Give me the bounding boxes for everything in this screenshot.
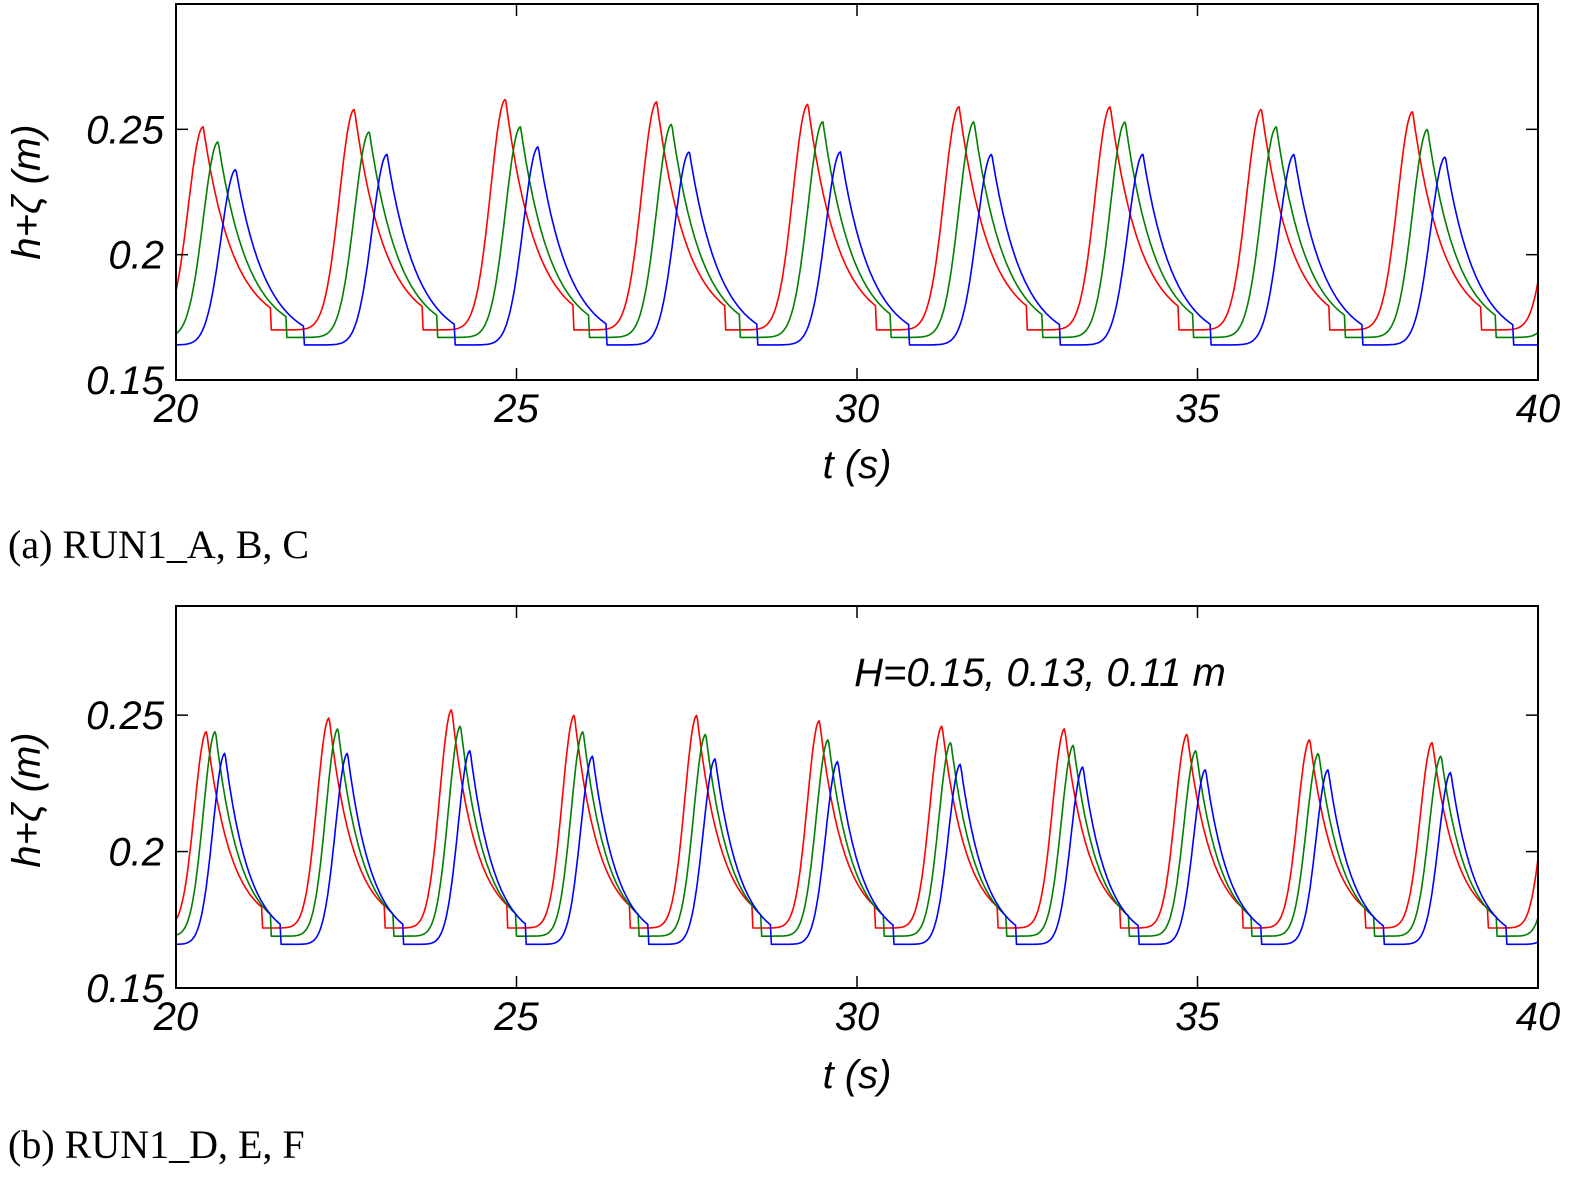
y-tick-label: 0.2	[108, 234, 164, 278]
y-tick-label: 0.25	[86, 108, 165, 152]
x-tick-label: 20	[153, 387, 199, 431]
x-tick-label: 25	[493, 995, 539, 1039]
x-axis-label: t (s)	[823, 443, 892, 487]
y-axis-label: h+ζ (m)	[5, 124, 49, 259]
panel-caption: (a) RUN1_A, B, C	[8, 522, 309, 567]
x-tick-label: 35	[1175, 995, 1220, 1039]
y-tick-label: 0.15	[86, 967, 165, 1011]
panel-b: 20 25 30 35 40 0.15 0.2 0.25 t (s) h+ζ (m) H=0.15,…	[5, 605, 1561, 1167]
x-tick-label: 25	[493, 387, 539, 431]
series-line-run1_b	[175, 121, 1539, 339]
series-line-run1_c	[176, 146, 1538, 346]
y-axis-label: h+ζ (m)	[5, 732, 49, 867]
panel-a: 20 25 30 35 40 0.15 0.2 0.25 t (s) h+ζ (m) (a) RUN…	[5, 3, 1561, 567]
x-tick-label: 30	[835, 995, 880, 1039]
x-tick-label: 40	[1516, 995, 1561, 1039]
series-line-run1_e	[175, 725, 1539, 937]
x-tick-label: 35	[1175, 387, 1220, 431]
y-tick-label: 0.25	[86, 694, 165, 738]
x-tick-label: 40	[1516, 387, 1561, 431]
x-tick-label: 30	[835, 387, 880, 431]
y-tick-label: 0.15	[86, 359, 165, 403]
series-line-run1_f	[176, 749, 1539, 946]
annotation-wave-heights: H=0.15, 0.13, 0.11 m	[854, 651, 1226, 695]
series-line-run1_a	[175, 98, 1539, 331]
y-tick-label: 0.2	[108, 831, 164, 875]
panel-caption: (b) RUN1_D, E, F	[8, 1122, 305, 1167]
x-axis-label: t (s)	[823, 1053, 892, 1097]
x-tick-label: 20	[153, 995, 199, 1039]
